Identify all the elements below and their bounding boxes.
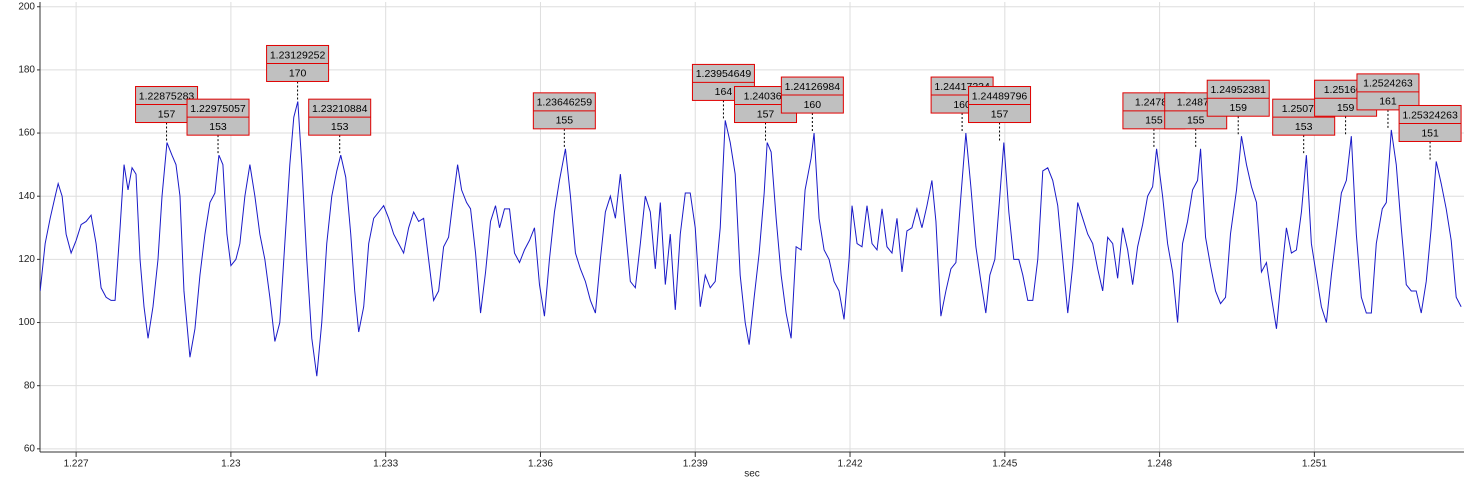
- annotation-y-label: 155: [1145, 115, 1163, 127]
- data-line: [40, 101, 1462, 377]
- annotation-x-label: 1.23210884: [312, 103, 368, 115]
- peak-annotation: 1.24126984 160: [780, 76, 844, 134]
- annotation-y-label: 153: [1295, 121, 1313, 133]
- annotation-x-label: 1.240362: [744, 90, 788, 102]
- annotation-x-label: 1.2524263: [1363, 78, 1413, 90]
- annotation-y-label: 160: [804, 99, 822, 111]
- x-tick-label: 1.233: [373, 459, 398, 470]
- annotation-x-label: 1.22975057: [190, 103, 246, 115]
- annotation-y-label: 157: [158, 108, 176, 120]
- x-tick-label: 1.239: [683, 459, 708, 470]
- y-tick-label: 200: [18, 1, 35, 12]
- annotation-y-label: 159: [1229, 102, 1247, 114]
- annotation-y-label: 157: [991, 108, 1009, 120]
- x-tick-label: 1.242: [838, 459, 863, 470]
- x-tick-label: 1.248: [1147, 459, 1172, 470]
- peak-annotation: 1.23210884 153: [308, 98, 372, 156]
- y-tick-label: 120: [18, 254, 35, 265]
- x-tick-label: 1.23: [221, 459, 241, 470]
- annotation-x-label: 1.23129252: [270, 49, 326, 61]
- annotation-y-label: 153: [331, 121, 349, 133]
- y-tick-label: 160: [18, 128, 35, 139]
- annotation-x-label: 1.24789: [1135, 97, 1173, 109]
- annotation-y-label: 170: [289, 67, 307, 79]
- annotation-y-label: 160: [953, 99, 971, 111]
- x-tick-label: 1.251: [1302, 459, 1327, 470]
- annotation-x-label: 1.23646259: [537, 97, 593, 109]
- y-tick-label: 80: [24, 380, 36, 391]
- annotation-x-label: 1.24126984: [785, 81, 841, 93]
- peak-annotation: 1.24789 155: [1122, 92, 1186, 149]
- y-tick-label: 140: [18, 191, 35, 202]
- peak-annotation: 1.2524263 161: [1356, 73, 1420, 130]
- peak-annotation: 1.22975057 153: [186, 98, 250, 156]
- peak-annotation: 1.23646259 155: [532, 92, 596, 149]
- peak-annotation: 1.23129252 170: [266, 44, 330, 102]
- y-tick-label: 60: [24, 443, 36, 454]
- annotation-y-label: 151: [1421, 127, 1439, 139]
- annotation-y-label: 157: [757, 108, 775, 120]
- peak-annotation: 1.25324263 151: [1398, 104, 1462, 162]
- annotation-x-label: 1.24952381: [1210, 84, 1266, 96]
- peak-annotation: 1.24489796 157: [968, 86, 1032, 143]
- annotation-y-label: 153: [209, 121, 227, 133]
- annotation-y-label: 155: [1187, 115, 1205, 127]
- peak-annotation: 1.24952381 159: [1206, 79, 1270, 137]
- annotation-x-label: 1.24489796: [972, 90, 1028, 102]
- annotation-x-label: 1.23954649: [696, 68, 752, 80]
- annotation-y-label: 161: [1379, 96, 1397, 108]
- y-tick-label: 100: [18, 317, 35, 328]
- x-tick-label: 1.236: [528, 459, 553, 470]
- annotation-x-label: 1.24870: [1177, 97, 1215, 109]
- annotation-y-label: 164: [715, 86, 733, 98]
- x-axis-title: sec: [744, 469, 760, 480]
- x-tick-label: 1.245: [992, 459, 1017, 470]
- annotation-x-label: 1.25324263: [1402, 109, 1458, 121]
- y-tick-label: 180: [18, 65, 35, 76]
- annotation-y-label: 155: [556, 115, 574, 127]
- x-tick-label: 1.227: [64, 459, 89, 470]
- annotation-y-label: 159: [1337, 102, 1355, 114]
- annotation-x-label: 1.22875283: [139, 90, 195, 102]
